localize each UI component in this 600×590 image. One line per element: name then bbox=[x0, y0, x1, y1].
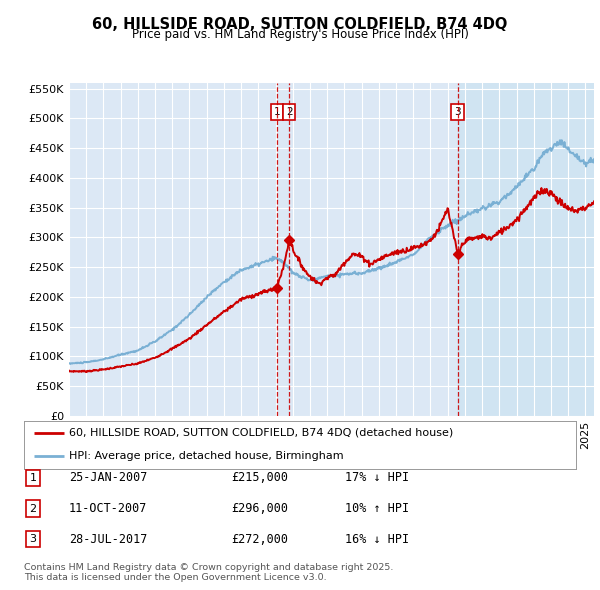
Text: 1: 1 bbox=[274, 107, 280, 117]
Text: 28-JUL-2017: 28-JUL-2017 bbox=[69, 533, 148, 546]
Text: 2: 2 bbox=[286, 107, 292, 117]
Text: Contains HM Land Registry data © Crown copyright and database right 2025.
This d: Contains HM Land Registry data © Crown c… bbox=[24, 563, 394, 582]
Text: 3: 3 bbox=[454, 107, 461, 117]
Text: HPI: Average price, detached house, Birmingham: HPI: Average price, detached house, Birm… bbox=[69, 451, 344, 461]
Text: 10% ↑ HPI: 10% ↑ HPI bbox=[345, 502, 409, 515]
Text: 3: 3 bbox=[29, 535, 37, 544]
Text: £215,000: £215,000 bbox=[231, 471, 288, 484]
Text: £272,000: £272,000 bbox=[231, 533, 288, 546]
Bar bbox=[458, 83, 594, 416]
Text: 11-OCT-2007: 11-OCT-2007 bbox=[69, 502, 148, 515]
Text: Price paid vs. HM Land Registry's House Price Index (HPI): Price paid vs. HM Land Registry's House … bbox=[131, 28, 469, 41]
Text: 2: 2 bbox=[29, 504, 37, 513]
Text: £296,000: £296,000 bbox=[231, 502, 288, 515]
Text: 1: 1 bbox=[29, 473, 37, 483]
Text: 16% ↓ HPI: 16% ↓ HPI bbox=[345, 533, 409, 546]
Text: 25-JAN-2007: 25-JAN-2007 bbox=[69, 471, 148, 484]
Text: 60, HILLSIDE ROAD, SUTTON COLDFIELD, B74 4DQ: 60, HILLSIDE ROAD, SUTTON COLDFIELD, B74… bbox=[92, 17, 508, 31]
Text: 17% ↓ HPI: 17% ↓ HPI bbox=[345, 471, 409, 484]
Text: 60, HILLSIDE ROAD, SUTTON COLDFIELD, B74 4DQ (detached house): 60, HILLSIDE ROAD, SUTTON COLDFIELD, B74… bbox=[69, 428, 454, 438]
